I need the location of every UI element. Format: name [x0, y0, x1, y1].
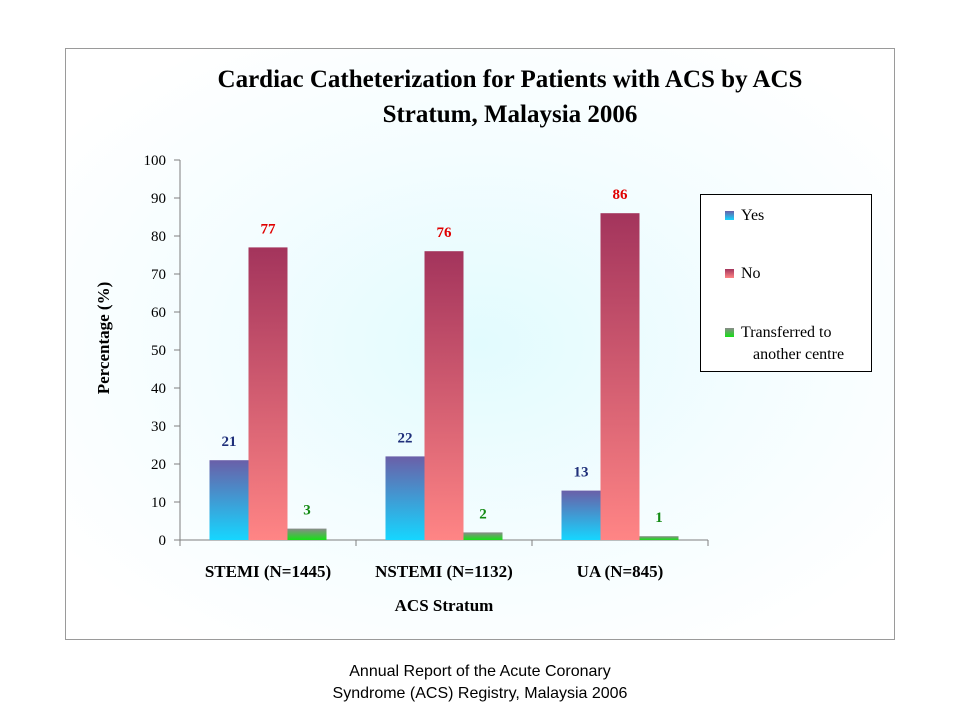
- x-axis-title: ACS Stratum: [395, 596, 494, 615]
- y-tick-label: 80: [151, 229, 166, 245]
- y-tick-label: 50: [151, 343, 166, 359]
- data-label: 77: [261, 221, 277, 237]
- y-tick-label: 0: [159, 533, 167, 549]
- bar-transferred: [639, 536, 679, 540]
- y-tick-label: 90: [151, 191, 166, 207]
- x-category-label: STEMI (N=1445): [205, 562, 331, 581]
- legend-swatch-yes: [725, 211, 734, 220]
- y-tick-label: 10: [151, 495, 166, 511]
- data-label: 13: [574, 465, 589, 481]
- legend-label-transferred-line-2: another centre: [753, 346, 845, 363]
- x-category-label: NSTEMI (N=1132): [375, 562, 513, 581]
- legend-label-yes: Yes: [741, 207, 765, 224]
- bar-transferred: [463, 532, 503, 540]
- caption: Annual Report of the Acute Coronary Synd…: [0, 661, 960, 705]
- y-tick-label: 20: [151, 457, 166, 473]
- data-label: 86: [613, 187, 629, 203]
- chart-title-line-1: Cardiac Catheterization for Patients wit…: [217, 66, 803, 93]
- chart-title: Cardiac Catheterization for Patients wit…: [0, 62, 960, 132]
- caption-line-1: Annual Report of the Acute Coronary: [349, 663, 611, 680]
- bar-no: [600, 213, 640, 540]
- legend-label-transferred-line-1: Transferred to: [741, 324, 832, 341]
- data-label: 1: [655, 510, 663, 526]
- data-label: 2: [479, 506, 487, 522]
- legend-swatch-transferred: [725, 328, 734, 337]
- legend-swatch-no: [725, 269, 734, 278]
- data-label: 21: [222, 434, 237, 450]
- legend-label-no: No: [741, 265, 761, 282]
- x-category-label: UA (N=845): [577, 562, 664, 581]
- data-label: 3: [303, 503, 311, 519]
- bar-yes: [385, 456, 425, 540]
- bar-no: [248, 247, 288, 540]
- y-tick-label: 70: [151, 267, 166, 283]
- bar-yes: [209, 460, 249, 540]
- chart-title-line-2: Stratum, Malaysia 2006: [382, 101, 638, 128]
- data-label: 76: [437, 225, 453, 241]
- data-label: 22: [398, 430, 413, 446]
- bar-yes: [561, 490, 601, 540]
- y-tick-label: 40: [151, 381, 166, 397]
- y-tick-label: 60: [151, 305, 166, 321]
- y-tick-label: 100: [144, 153, 167, 169]
- legend: Yes No Transferred to another centre: [700, 194, 872, 372]
- y-tick-label: 30: [151, 419, 166, 435]
- y-axis-title: Percentage (%): [94, 282, 113, 395]
- bar-transferred: [287, 528, 327, 540]
- caption-line-2: Syndrome (ACS) Registry, Malaysia 2006: [332, 685, 628, 702]
- bar-no: [424, 251, 464, 540]
